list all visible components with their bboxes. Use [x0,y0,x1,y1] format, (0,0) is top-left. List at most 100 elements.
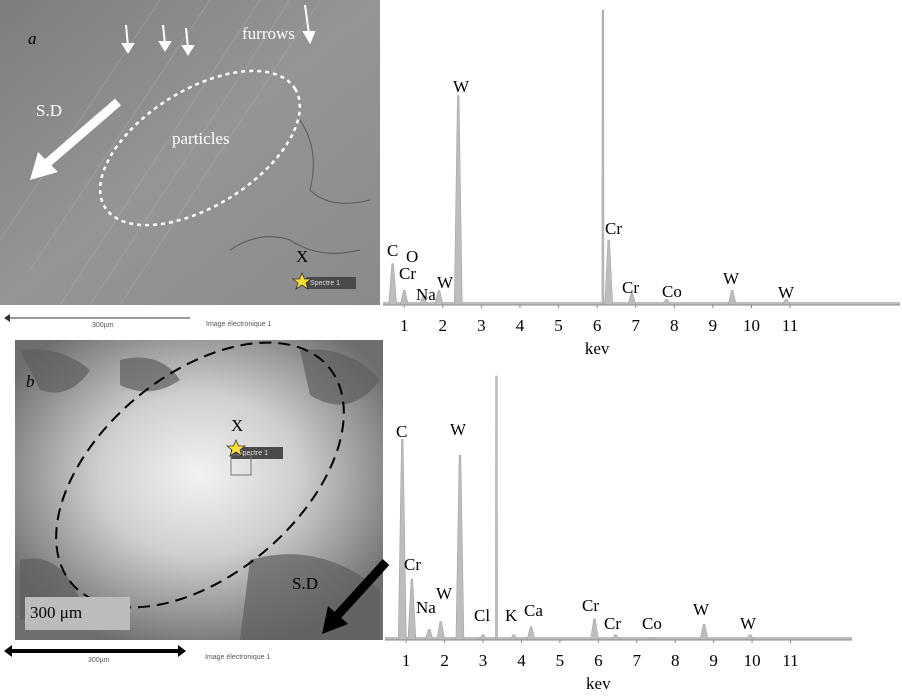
peak-label: Cr [404,555,421,574]
x-tick-label: 11 [782,651,798,670]
x-tick-label: 3 [477,316,486,335]
peak [590,618,599,641]
scale-box [25,597,130,630]
peak-label: C [387,241,398,260]
peak-label: W [693,600,710,619]
peak-label: W [436,584,453,603]
panel-label: a [28,29,37,48]
x-tick-label: 2 [440,651,449,670]
sem-image-a: a furrows S.D particles X Spectre 1 300µ… [0,0,380,329]
x-tick-label: 8 [671,651,680,670]
peak [526,626,536,641]
point-label: X [296,247,308,266]
texture [0,0,321,306]
crack [229,236,361,254]
peak-label: W [450,420,467,439]
furrow-arrows [121,4,316,56]
point-label: X [231,416,243,435]
x-tick-label: 8 [670,316,679,335]
scale-label: 300µm [88,657,110,664]
x-axis-label: kev [585,339,610,358]
x-tick-label: 7 [633,651,642,670]
peak-label: W [437,273,454,292]
x-axis-label: kev [586,674,611,693]
peak [424,629,434,641]
peak [727,289,737,306]
x-tick-label: 6 [594,651,603,670]
peak [495,375,498,641]
baseline-noise [383,302,900,305]
wear-region [55,341,345,609]
peak [699,623,709,641]
peak-label: Cr [622,278,639,297]
image-caption: Image électronique 1 [206,321,271,328]
peak-label: Co [662,282,682,301]
peak [604,239,614,306]
x-tick-label: 2 [439,316,448,335]
sd-label: S.D [36,101,62,120]
peak-label: C [396,422,407,441]
scale-bar-end [178,645,186,657]
furrows-label: furrows [242,24,295,43]
peak-label: K [505,606,518,625]
x-tick-label: 9 [709,316,718,335]
peak [601,9,605,306]
peak-label: Ca [524,601,543,620]
crack [299,119,371,204]
sd-arrow [42,98,121,169]
spectrum-box [231,447,283,459]
x-tick-label: 1 [400,316,409,335]
peak-label: O [406,247,418,266]
x-tick-label: 4 [516,316,525,335]
x-tick-label: 4 [517,651,526,670]
peak [399,289,409,306]
peak-label: W [740,614,757,633]
x-tick-label: 9 [709,651,718,670]
scale-bar-end [4,645,12,657]
x-tick-label: 6 [593,316,602,335]
point-star [291,271,313,290]
peak [397,439,407,641]
x-tick-label: 5 [554,316,563,335]
sd-label: S.D [292,574,318,593]
peak-label: W [723,269,740,288]
particles-label: particles [172,129,230,148]
spectrum-label: Spectre 1 [238,450,268,457]
peak-label: Co [642,614,662,633]
peak-label: Cr [399,264,416,283]
peak-label: Cr [582,596,599,615]
scale-box-label: 300 μm [30,603,82,622]
peak [407,578,417,641]
x-tick-label: 10 [743,316,760,335]
spectrum-label: Spectre 1 [310,280,340,287]
peak-label: Cr [605,219,622,238]
peak [388,263,397,306]
peak-label: W [453,77,470,96]
sd-arrowhead [30,152,58,180]
spectrum-box [306,277,356,289]
point-star [225,438,247,457]
peak-label: Cl [474,606,490,625]
peak-label: W [778,283,795,302]
peak [436,621,446,641]
x-tick-label: 11 [782,316,798,335]
x-tick-label: 7 [631,316,640,335]
scale-bar-end [4,314,10,322]
panel-label: b [26,372,35,391]
peak-label: Na [416,598,436,617]
x-tick-label: 1 [402,651,411,670]
peak [434,289,444,306]
peak [453,95,463,306]
scale-label: 300µm [92,322,114,329]
x-tick-label: 3 [479,651,488,670]
image-caption: Image électronique 1 [205,654,270,661]
x-tick-label: 10 [744,651,761,670]
peak-label: Na [416,285,436,304]
sem-image-b: b S.D X Spectre 1 300 μm 300µm Image éle… [4,340,390,664]
peak [455,454,465,641]
sd-arrowhead [322,606,348,634]
x-tick-label: 5 [556,651,565,670]
sd-arrow [331,558,390,622]
peak-label: Cr [604,614,621,633]
